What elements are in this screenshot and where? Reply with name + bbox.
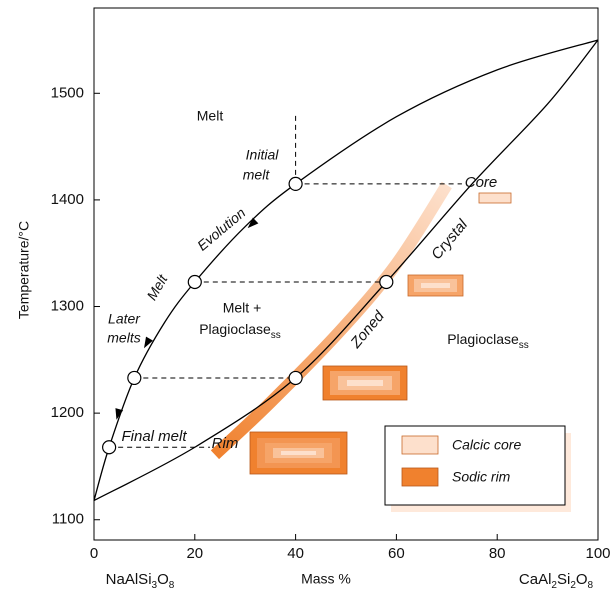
- annotation: Plagioclasess: [199, 321, 281, 341]
- y-tick-label: 1500: [51, 84, 84, 101]
- text-part: 8: [169, 580, 175, 591]
- annotations: Melt Initial melt Evolution Melt Later m…: [107, 108, 529, 452]
- composition-point: [187, 274, 202, 290]
- text-part: ss: [519, 340, 529, 351]
- annotation: Core: [465, 174, 498, 191]
- annotation: Final melt: [121, 428, 187, 445]
- text-part: CaAl: [519, 571, 552, 588]
- composition-point: [102, 440, 117, 455]
- text-part: Plagioclase: [447, 331, 519, 347]
- crystal-icons: [249, 192, 512, 475]
- annotation: Melt: [197, 108, 224, 124]
- end-member-label: CaAl2Si2O8: [519, 571, 594, 591]
- text-part: Plagioclase: [199, 321, 271, 337]
- y-axis-label: Temperature/°C: [16, 221, 32, 319]
- text-part: O: [157, 571, 169, 588]
- text-part: 8: [588, 580, 594, 591]
- composition-point: [379, 274, 394, 290]
- text-part: Si: [557, 571, 570, 588]
- annotation: Crystal: [428, 216, 471, 263]
- x-tick-label: 60: [388, 545, 405, 562]
- y-tick-label: 1200: [51, 404, 84, 421]
- legend: Calcic core Sodic rim: [384, 425, 571, 512]
- text-part: O: [576, 571, 588, 588]
- annotation: Later: [108, 311, 141, 327]
- phase-boundary: [93, 39, 599, 501]
- composition-point: [127, 370, 142, 386]
- x-tick-label: 0: [90, 545, 98, 562]
- composition-point: [288, 370, 303, 386]
- annotation: Initial: [246, 147, 280, 163]
- x-axis-label: Mass %: [301, 571, 351, 587]
- text-part: 2: [570, 580, 576, 591]
- plot-frame: [93, 7, 599, 541]
- text-part: 2: [551, 580, 557, 591]
- legend-label: Sodic rim: [452, 469, 511, 485]
- text-part: NaAlSi: [106, 571, 152, 588]
- annotation: Evolution: [194, 204, 249, 253]
- legend-swatch: [401, 467, 439, 487]
- x-tick-label: 20: [186, 545, 203, 562]
- annotation: melt: [243, 167, 271, 183]
- x-tick-label: 40: [287, 545, 304, 562]
- annotation: melts: [107, 330, 140, 346]
- crystal-band: [210, 181, 452, 460]
- annotation: Melt: [143, 271, 171, 303]
- legend-swatch: [401, 435, 439, 455]
- text-part: ss: [271, 330, 281, 341]
- composition-point: [288, 176, 303, 192]
- annotation: Rim: [212, 435, 239, 452]
- y-tick-label: 1100: [52, 511, 84, 528]
- legend-label: Calcic core: [452, 437, 521, 453]
- text-part: 3: [152, 580, 158, 591]
- end-member-label: NaAlSi3O8: [106, 571, 175, 591]
- x-tick-label: 100: [585, 545, 610, 562]
- y-tick-label: 1300: [51, 297, 84, 314]
- annotation: Plagioclasess: [447, 331, 529, 351]
- y-tick-label: 1400: [51, 191, 84, 208]
- x-tick-label: 80: [489, 545, 506, 562]
- annotation: Melt +: [223, 300, 262, 316]
